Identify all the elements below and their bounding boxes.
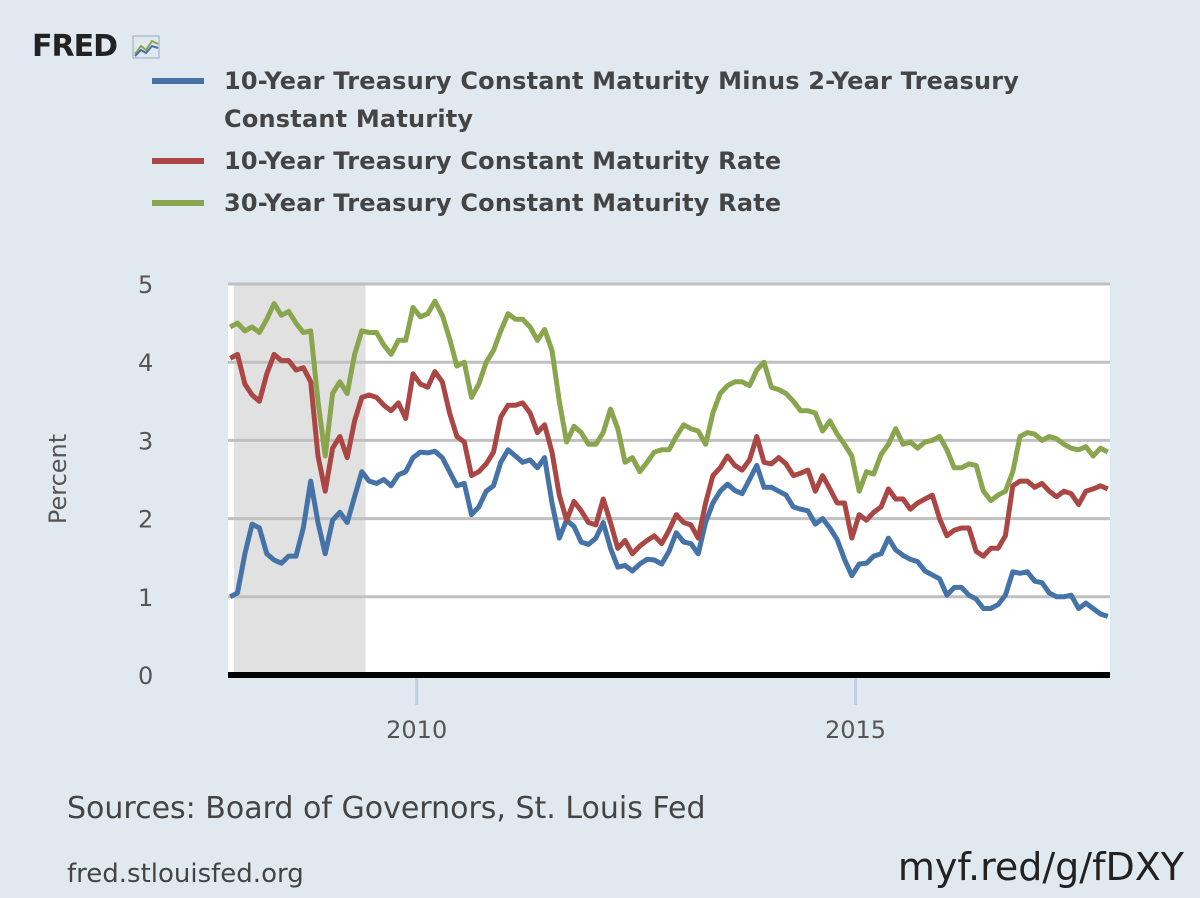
y-tick-label: 1 — [138, 584, 153, 612]
legend-item: 30-Year Treasury Constant Maturity Rate — [152, 184, 1112, 222]
x-tick-label: 2010 — [386, 716, 447, 744]
series-line — [229, 298, 1109, 504]
sources: Sources: Board of Governors, St. Louis F… — [67, 791, 706, 826]
site: fred.stlouisfed.org — [67, 859, 304, 889]
y-tick-label: 0 — [138, 662, 153, 690]
y-axis-label: Percent — [44, 434, 72, 524]
series-line — [229, 447, 1109, 619]
x-tick-label: 2015 — [825, 716, 886, 744]
plot-area — [228, 284, 1110, 675]
legend-item: 10-Year Treasury Constant Maturity Rate — [152, 142, 1112, 180]
series-line — [229, 351, 1109, 559]
short-link: myf.red/g/fDXY — [898, 845, 1185, 889]
y-tick-label: 4 — [138, 349, 153, 377]
legend-label: 10-Year Treasury Constant Maturity Rate — [224, 147, 782, 175]
logo-icon — [132, 35, 160, 59]
legend-label: 30-Year Treasury Constant Maturity Rate — [224, 189, 782, 217]
y-tick-label: 2 — [138, 506, 153, 534]
legend-item: 10-Year Treasury Constant Maturity Minus… — [152, 62, 1112, 138]
logo: FRED — [32, 29, 117, 64]
legend-swatch — [152, 78, 204, 84]
legend-swatch — [152, 158, 204, 164]
legend-label: 10-Year Treasury Constant Maturity Minus… — [224, 67, 1020, 133]
y-tick-label: 3 — [138, 427, 153, 455]
legend-swatch — [152, 200, 204, 206]
y-tick-label: 5 — [138, 271, 153, 299]
recession-band — [233, 284, 366, 675]
legend: 10-Year Treasury Constant Maturity Minus… — [152, 62, 1112, 226]
